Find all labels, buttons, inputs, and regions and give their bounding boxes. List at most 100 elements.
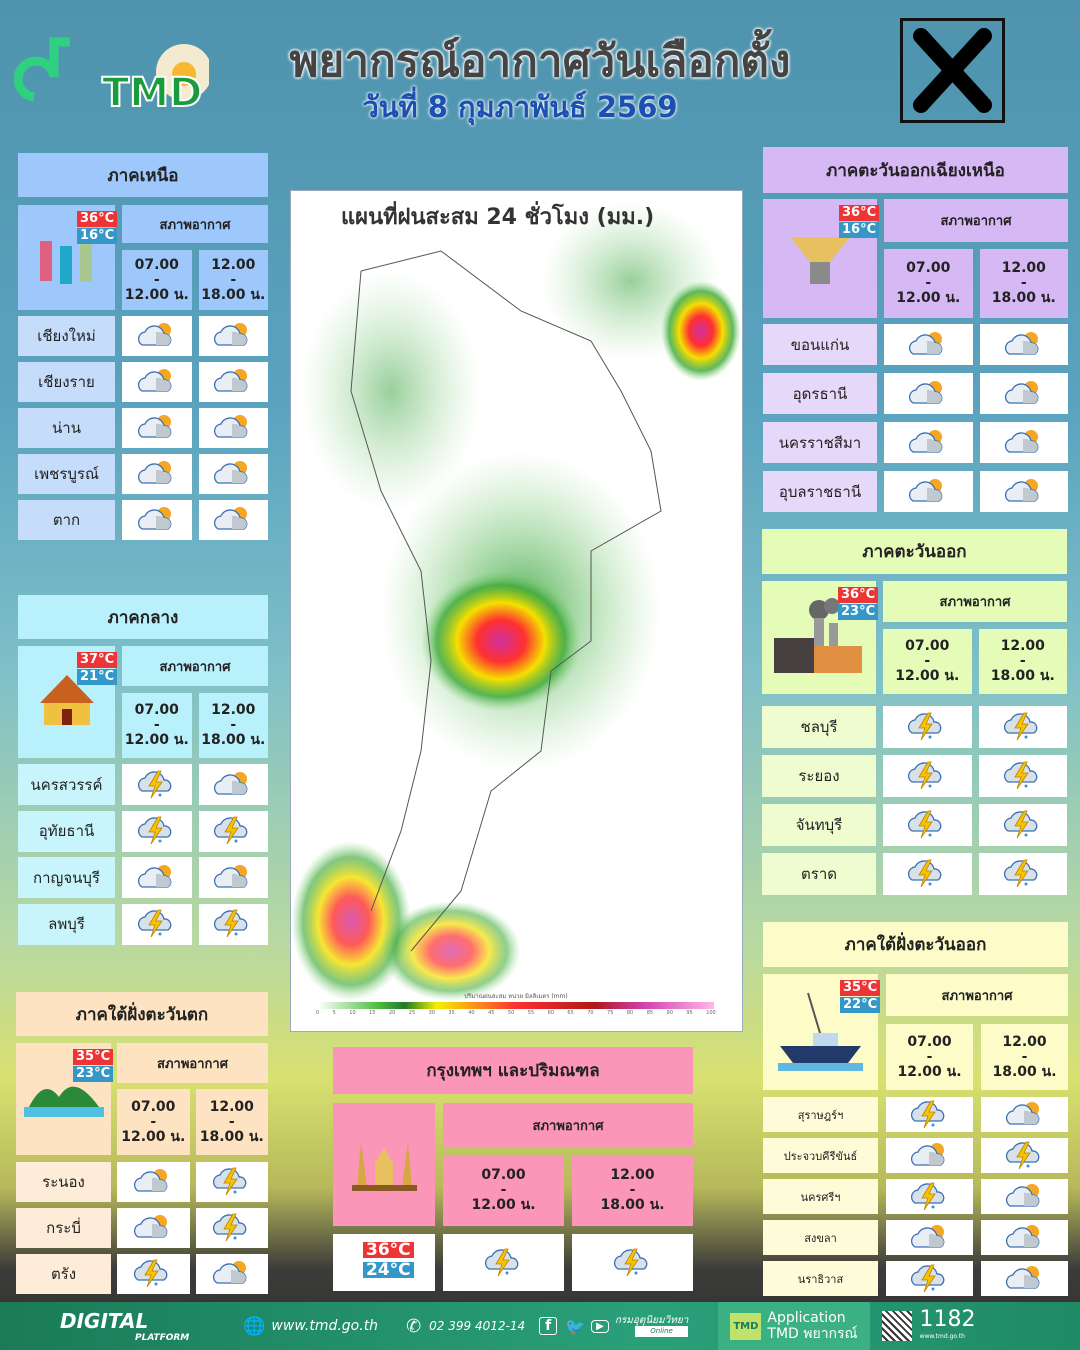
afternoon-weather — [572, 1234, 693, 1291]
morning-weather — [122, 454, 192, 494]
legend-tick: 25 — [408, 1010, 416, 1016]
province-name: เชียงใหม่ — [18, 316, 115, 356]
thunderstorm-icon — [904, 807, 950, 843]
morning-weather — [883, 804, 972, 846]
afternoon-weather — [978, 804, 1067, 846]
thunderstorm-icon — [907, 1097, 953, 1133]
afternoon-weather — [198, 362, 268, 402]
social-sub: Online — [634, 1326, 689, 1337]
morning-weather — [884, 422, 973, 463]
morning-weather — [117, 1162, 190, 1202]
afternoon-weather — [978, 755, 1067, 797]
partly-cloudy-icon — [134, 411, 180, 445]
weather-header: สภาพอากาศ — [884, 199, 1068, 242]
weather-header: สภาพอากาศ — [117, 1043, 268, 1083]
morning-weather — [886, 1097, 973, 1132]
afternoon-weather — [981, 1220, 1068, 1255]
legend-tick: 60 — [547, 1010, 554, 1016]
partly-cloudy-icon — [134, 319, 180, 353]
temp-low: 21°C — [77, 669, 118, 685]
thai-temple-image — [32, 673, 102, 732]
partly-cloudy-icon — [210, 768, 256, 802]
legend-tick: 0 — [316, 1010, 320, 1016]
temp-low: 16°C — [77, 228, 118, 244]
legend-tick: 5 — [332, 1010, 336, 1016]
time-slot-1: 07.00-12.00 น. — [117, 1089, 190, 1155]
morning-weather — [117, 1254, 190, 1294]
province-name: ลพบุรี — [18, 903, 115, 945]
morning-weather — [883, 706, 972, 748]
weather-header: สภาพอากาศ — [886, 974, 1068, 1016]
partly-cloudy-icon — [130, 1165, 176, 1199]
legend-tick: 35 — [448, 1010, 455, 1016]
youtube-icon[interactable]: ▶ — [591, 1319, 609, 1333]
time-slot-1: 07.00-12.00 น. — [883, 629, 972, 694]
partly-cloudy-icon — [1002, 1262, 1048, 1296]
afternoon-weather — [979, 324, 1068, 365]
partly-cloudy-icon — [1002, 1180, 1048, 1214]
weather-header: สภาพอากาศ — [883, 581, 1067, 622]
province-name: อุดรธานี — [763, 373, 877, 414]
afternoon-weather — [979, 373, 1068, 414]
partly-cloudy-icon — [134, 457, 180, 491]
time-slot-2: 12.00-18.00 น. — [198, 250, 268, 310]
twitter-icon[interactable]: 🐦 — [565, 1316, 586, 1336]
legend-tick: 90 — [666, 1010, 673, 1016]
afternoon-weather — [979, 422, 1068, 463]
province-name: เชียงราย — [18, 362, 115, 402]
morning-weather — [883, 853, 972, 895]
province-name: อุบลราชธานี — [763, 471, 877, 512]
province-name: จันทบุรี — [762, 804, 876, 846]
afternoon-weather — [981, 1179, 1068, 1214]
temp-low: 23°C — [838, 604, 879, 620]
legend-tick: 50 — [507, 1010, 515, 1016]
time-slot-2: 12.00-18.00 น. — [978, 629, 1067, 694]
website-link[interactable]: www.tmd.go.th — [271, 1318, 379, 1334]
legend-tick: 30 — [428, 1010, 435, 1016]
partly-cloudy-icon — [1001, 426, 1047, 460]
partly-cloudy-icon — [907, 1139, 953, 1173]
afternoon-weather — [195, 1162, 268, 1202]
afternoon-weather — [981, 1097, 1068, 1132]
province-name: กาญจนบุรี — [18, 857, 115, 898]
thunderstorm-icon — [134, 767, 180, 803]
temp-high: 35°C — [840, 980, 881, 996]
region-title: ภาคใต้ฝั่งตะวันออก — [763, 922, 1068, 967]
temp-low: 24°C — [363, 1262, 414, 1279]
time-slot-2: 12.00-18.00 น. — [198, 693, 268, 758]
province-name: สงขลา — [763, 1220, 878, 1255]
thunderstorm-icon — [481, 1245, 527, 1281]
province-name: สุราษฎร์ฯ — [763, 1097, 878, 1132]
partly-cloudy-icon — [210, 365, 256, 399]
weather-header: สภาพอากาศ — [443, 1103, 693, 1147]
facebook-icon[interactable]: f — [539, 1317, 558, 1335]
map-title: แผนที่ฝนสะสม 24 ชั่วโมง (มม.) — [341, 205, 655, 230]
morning-weather — [884, 471, 973, 512]
province-name: นครศรีฯ — [763, 1179, 878, 1214]
morning-weather — [884, 373, 973, 414]
region-title: ภาคใต้ฝั่งตะวันตก — [16, 992, 268, 1036]
legend-tick: 80 — [626, 1010, 634, 1016]
afternoon-weather — [978, 706, 1067, 748]
social-name: กรมอุตุนิยมวิทยา — [614, 1315, 689, 1326]
temp-high: 37°C — [77, 652, 118, 668]
time-slot-2: 12.00-18.00 น. — [572, 1155, 693, 1226]
thunderstorm-icon — [904, 856, 950, 892]
time-slot-1: 07.00-12.00 น. — [884, 249, 973, 318]
region-illustration — [333, 1103, 435, 1226]
hotline-number: 1182 — [919, 1307, 976, 1332]
partly-cloudy-icon — [210, 503, 256, 537]
thunderstorm-icon — [904, 709, 950, 745]
digital-platform-logo: DIGITAL PLATFORM — [60, 1309, 190, 1343]
legend-tick: 75 — [607, 1010, 614, 1016]
app-section[interactable]: TMD Application TMD พยากรณ์ — [718, 1302, 870, 1350]
region-title: ภาคกลาง — [18, 595, 268, 639]
qr-code — [881, 1311, 912, 1341]
region-title: ภาคตะวันออก — [762, 529, 1067, 574]
thunderstorm-icon — [134, 906, 180, 942]
afternoon-weather — [195, 1208, 268, 1248]
province-name: ตรัง — [16, 1254, 111, 1294]
partly-cloudy-icon — [134, 503, 180, 537]
province-name: ระยอง — [762, 755, 876, 797]
afternoon-weather — [979, 471, 1068, 512]
